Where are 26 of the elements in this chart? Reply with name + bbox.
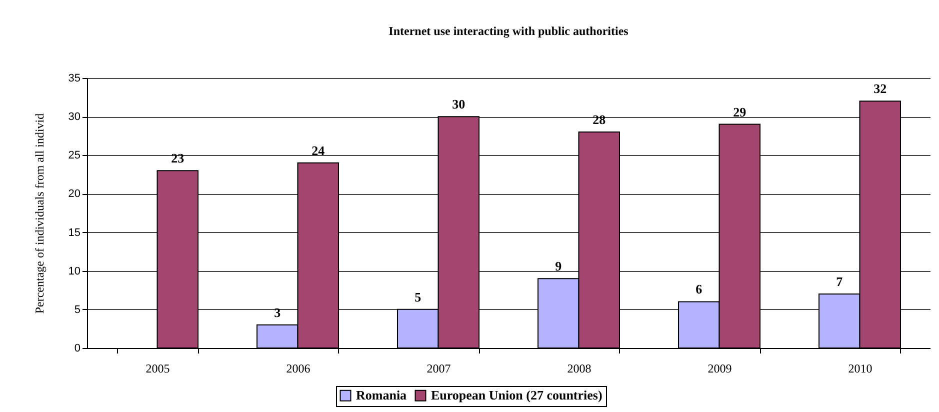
y-tick-label: 25 (68, 150, 80, 162)
x-tick-label: 2010 (848, 362, 872, 376)
data-label: 32 (874, 81, 887, 96)
y-tick-label: 35 (68, 72, 80, 84)
x-tick-label: 2008 (567, 362, 592, 376)
y-tick-label: 20 (68, 188, 80, 200)
chart-title: Internet use interacting with public authorities (388, 24, 629, 38)
legend-label: European Union (27 countries) (431, 388, 602, 403)
data-label: 29 (733, 104, 747, 120)
x-tick-label: 2005 (146, 362, 170, 376)
y-axis-title: Percentage of individuals from all individ (32, 113, 46, 314)
y-tick-label: 30 (68, 111, 80, 124)
data-label: 9 (555, 258, 562, 274)
data-label: 7 (836, 274, 844, 289)
data-label: 6 (696, 282, 703, 297)
data-label: 24 (312, 142, 326, 158)
x-tick-label: 2006 (286, 362, 310, 376)
y-tick-label: 5 (74, 304, 80, 316)
y-tick-label: 10 (68, 265, 80, 278)
legend-label: Romania (356, 388, 408, 403)
x-tick-label: 2009 (708, 362, 732, 376)
x-tick-label: 2007 (426, 362, 451, 376)
y-tick-label: 15 (68, 226, 80, 239)
data-label: 5 (414, 289, 422, 304)
y-tick-label: 0 (74, 342, 80, 354)
data-label: 30 (452, 96, 466, 112)
